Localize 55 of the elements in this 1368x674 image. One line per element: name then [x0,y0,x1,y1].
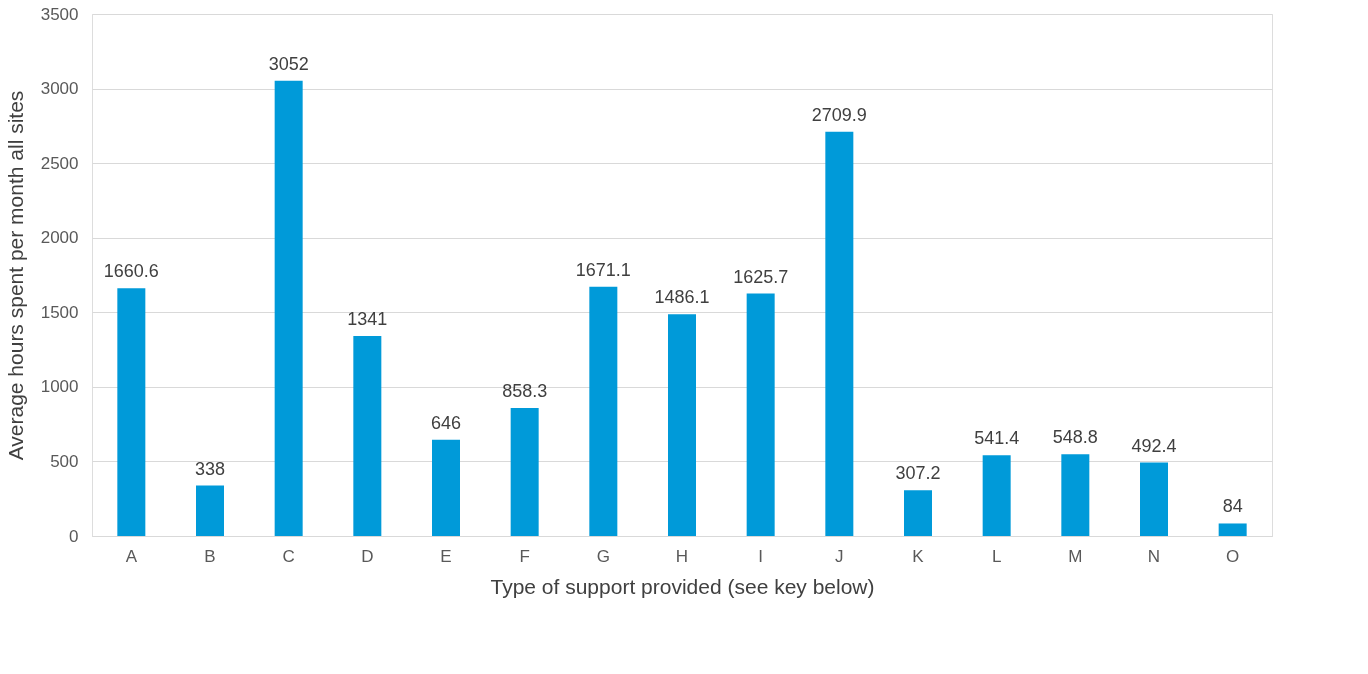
x-tick-label: G [596,546,610,566]
y-tick-label: 3500 [40,4,79,24]
data-label: 307.2 [895,463,941,484]
data-label: 3052 [268,53,309,74]
bar [668,314,696,536]
data-label: 1486.1 [654,287,710,308]
x-tick-label: O [1226,546,1240,566]
x-tick-label: N [1147,546,1161,566]
data-label: 1671.1 [575,259,631,280]
data-label: 1660.6 [103,261,159,282]
x-tick-label: C [282,546,295,566]
y-tick-label: 1500 [40,302,79,322]
bar [1140,462,1168,536]
x-tick-label: H [675,546,689,566]
x-tick-label: D [361,546,374,566]
y-tick-label: 3000 [40,79,79,99]
y-tick-label: 2000 [40,228,79,248]
y-axis-title: Average hours spent per month all sites [3,90,27,461]
x-tick-label: J [835,546,844,566]
bar [117,288,146,536]
data-label: 646 [430,412,462,433]
y-tick-label: 500 [50,451,79,471]
data-label: 2709.9 [811,104,867,125]
bar [904,490,932,536]
x-tick-label: B [204,546,216,566]
data-label: 84 [1222,496,1243,517]
data-label: 492.4 [1131,435,1177,456]
x-tick-label: K [912,546,925,566]
bar [982,455,1011,536]
x-tick-label: F [519,546,530,566]
bar [353,336,382,536]
x-tick-label: L [991,546,1002,566]
bar [510,407,539,536]
data-label: 858.3 [502,380,548,401]
x-tick-label: I [758,546,764,566]
x-tick-label: E [440,546,452,566]
data-label: 338 [194,458,226,479]
x-tick-label: M [1068,546,1083,566]
x-axis-title: Type of support provided (see key below) [490,574,875,598]
bar [196,485,224,536]
bar [432,439,460,536]
bar [1061,454,1090,536]
bar [589,286,618,536]
bar [1218,523,1247,536]
bar [746,293,775,536]
bar [825,131,854,536]
data-label: 548.8 [1052,427,1098,448]
data-label: 541.4 [974,428,1020,449]
y-tick-label: 0 [69,526,79,546]
data-label: 1625.7 [733,266,789,287]
y-tick-label: 1000 [40,377,79,397]
bar [274,80,303,536]
y-tick-label: 2500 [40,153,79,173]
data-label: 1341 [347,309,388,329]
x-tick-label: A [125,546,138,566]
